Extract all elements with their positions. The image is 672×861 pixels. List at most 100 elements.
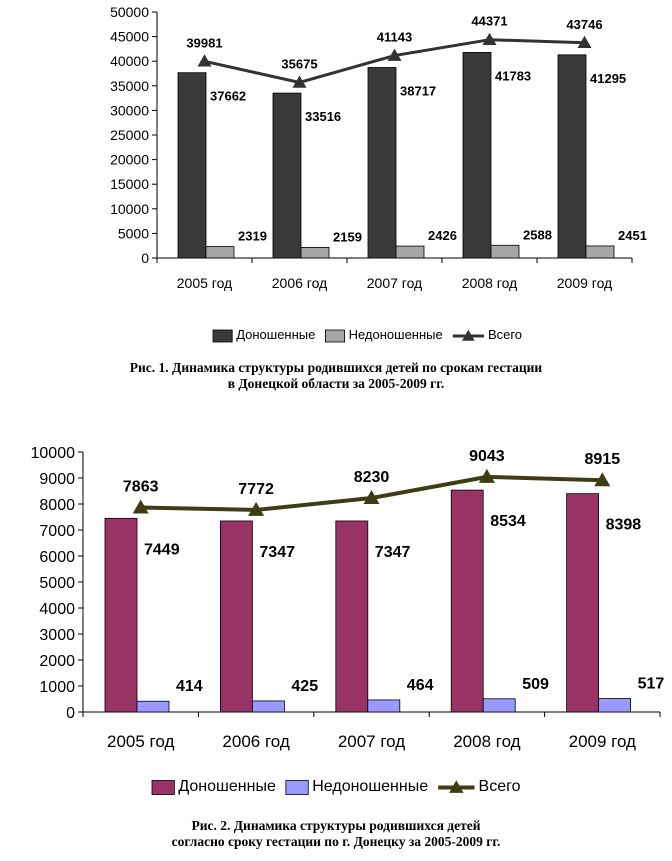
bar	[219, 520, 253, 713]
x-tick-label: 2006 год	[272, 275, 327, 291]
line-point	[197, 54, 212, 67]
figure-1-caption: Рис. 1. Динамика структуры родившихся де…	[0, 360, 672, 392]
bar	[205, 246, 235, 259]
line-data-label: 35675	[281, 56, 317, 71]
data-label: 37662	[210, 89, 246, 104]
bar	[395, 245, 425, 259]
data-label: 2588	[523, 227, 552, 242]
data-label: 2159	[333, 229, 362, 244]
legend-label: Всего	[479, 778, 521, 795]
x-tick-label: 2008 год	[462, 275, 517, 291]
figure-2-caption: Рис. 2. Динамика структуры родившихся де…	[0, 818, 672, 850]
y-tick-label: 45000	[110, 29, 149, 45]
line-point	[478, 468, 495, 483]
y-tick-label: 10000	[110, 201, 149, 217]
y-tick-label: 8000	[39, 497, 75, 514]
data-label: 414	[176, 678, 203, 695]
y-tick-label: 6000	[39, 549, 75, 566]
line-data-label: 44371	[471, 14, 507, 29]
y-tick-label: 7000	[39, 523, 75, 540]
x-tick-label: 2009 год	[569, 732, 636, 751]
line-data-label: 41143	[377, 30, 412, 45]
y-tick-label: 40000	[110, 53, 149, 69]
data-label: 464	[407, 677, 434, 694]
caption-line: Рис. 1. Динамика структуры родившихся де…	[129, 360, 543, 375]
bar	[598, 698, 631, 713]
x-tick-label: 2005 год	[177, 275, 232, 291]
y-tick-label: 30000	[110, 102, 149, 118]
bar	[450, 489, 484, 713]
bar	[104, 517, 138, 713]
y-tick-label: 50000	[110, 4, 149, 20]
chart-2: 0 1000 2000 3000 4000 5000 6000 7000 8000 9000 100…	[31, 445, 665, 795]
legend-swatch	[324, 329, 345, 343]
y-tick-label: 25000	[110, 127, 149, 143]
line-data-label: 7772	[238, 481, 274, 498]
y-tick-label: 9000	[39, 471, 75, 488]
line-point	[577, 35, 592, 49]
legend-label: Недоношенные	[349, 327, 443, 342]
x-tick-label: 2009 год	[557, 275, 612, 291]
bar	[367, 67, 397, 259]
legend-label: Доношенные	[178, 778, 276, 795]
bar	[300, 246, 330, 259]
data-label: 33516	[305, 109, 341, 124]
data-label: 8398	[606, 517, 642, 534]
y-tick-label: 0	[141, 250, 149, 266]
legend-label: Доношенные	[236, 327, 315, 342]
x-tick-label: 2006 год	[222, 732, 289, 751]
legend-swatch	[285, 780, 309, 795]
y-tick-label: 1000	[39, 679, 75, 696]
line-point	[482, 32, 497, 45]
bar	[136, 700, 170, 713]
data-label: 2426	[428, 228, 457, 243]
line-point	[387, 48, 402, 61]
legend-marker	[449, 780, 464, 793]
bar	[367, 699, 401, 713]
legend-label: Недоношенные	[312, 778, 428, 795]
line-point	[363, 490, 380, 505]
legend-label: Всего	[488, 327, 522, 342]
bar	[490, 244, 520, 259]
data-label: 2319	[238, 229, 267, 244]
bar	[462, 52, 492, 259]
chart-1: 0 5000 10000 15000 20000 25000 30000 35000 40000…	[110, 4, 647, 343]
bar	[557, 54, 587, 259]
x-tick-label: 2007 год	[367, 275, 422, 291]
figure-1: 0 5000 10000 15000 20000 25000 30000 35000 40000…	[0, 0, 672, 400]
data-label: 38717	[400, 84, 436, 99]
y-tick-label: 4000	[39, 601, 75, 618]
x-tick-label: 2007 год	[338, 732, 405, 751]
data-label: 425	[291, 678, 318, 695]
line-data-label: 8230	[354, 469, 390, 486]
data-label: 7347	[259, 544, 295, 561]
data-label: 41295	[590, 71, 626, 86]
x-tick-label: 2008 год	[453, 732, 520, 751]
bar	[177, 72, 207, 259]
bar	[251, 700, 285, 713]
y-tick-label: 15000	[110, 176, 149, 192]
line-point	[594, 472, 611, 487]
y-tick-label: 2000	[39, 653, 75, 670]
line-data-label: 8915	[585, 451, 621, 468]
data-label: 41783	[495, 68, 531, 83]
line-data-label: 9043	[469, 448, 505, 465]
line-data-label: 43746	[566, 17, 602, 32]
bar	[482, 698, 516, 713]
caption-line: согласно сроку гестации по г. Донецку за…	[171, 834, 501, 849]
line-point	[248, 501, 265, 516]
bar	[566, 493, 599, 713]
legend-marker	[462, 329, 475, 341]
y-tick-label: 0	[66, 705, 75, 722]
legend-swatch	[151, 780, 175, 795]
y-tick-label: 35000	[110, 78, 149, 94]
data-label: 509	[522, 676, 549, 693]
x-tick-label: 2005 год	[107, 732, 174, 751]
figure-2: 0 1000 2000 3000 4000 5000 6000 7000 8000 9000 100…	[0, 400, 672, 861]
caption-line: Рис. 2. Динамика структуры родившихся де…	[191, 818, 481, 833]
line-data-label: 7863	[123, 479, 159, 496]
bar	[585, 245, 615, 259]
y-tick-label: 20000	[110, 152, 149, 168]
line-point	[292, 75, 307, 88]
data-label: 7449	[144, 541, 180, 558]
